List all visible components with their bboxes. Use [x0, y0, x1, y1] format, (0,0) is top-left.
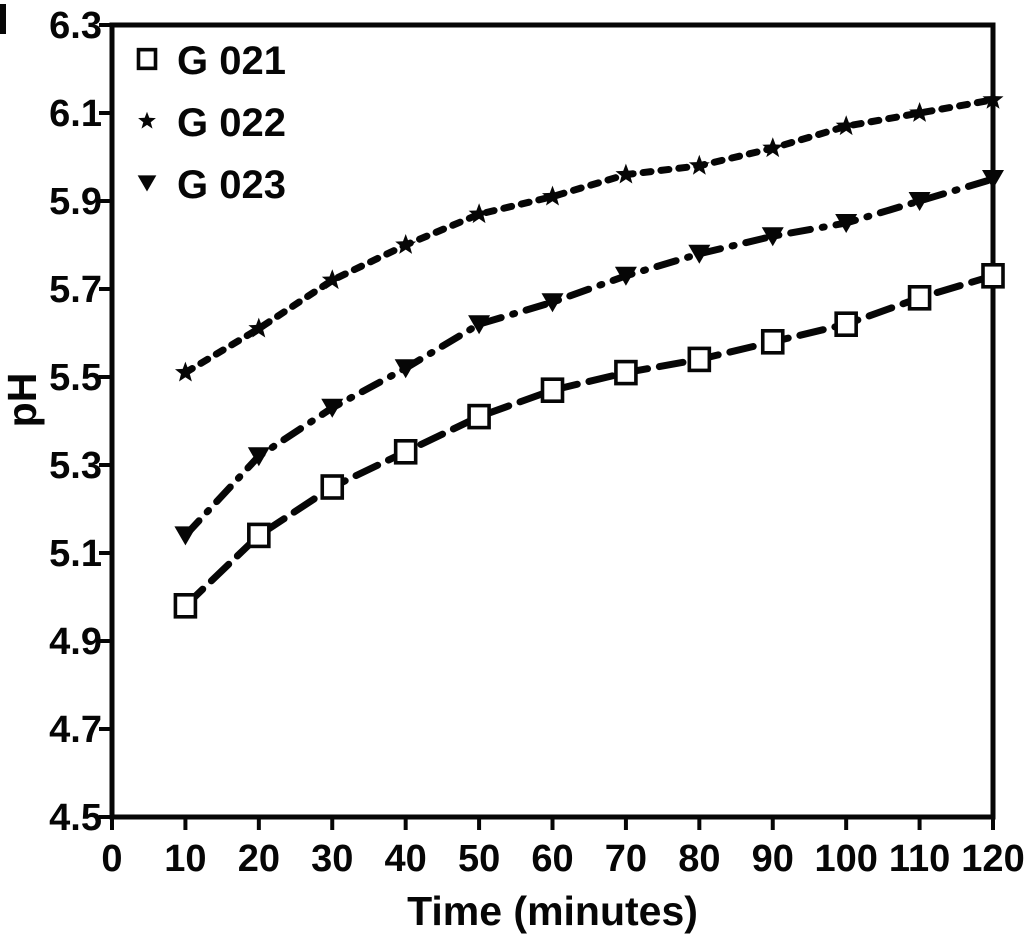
y-tick-label: 5.5 — [49, 357, 102, 399]
y-tick-label: 5.9 — [49, 181, 102, 223]
data-point-marker-open-square — [247, 522, 271, 549]
x-tick-label: 20 — [238, 838, 280, 880]
data-point-marker-open-square — [540, 377, 565, 404]
data-point-marker-star — [468, 203, 490, 224]
data-point-marker-open-square — [136, 47, 158, 71]
data-point-marker-filled-triangle-down — [137, 175, 157, 192]
y-axis: 4.5 4.7 4.9 5.1 5.3 5.5 5.7 5.9 6.1 6.3 — [49, 5, 112, 839]
data-point-marker-filled-triangle-down — [982, 170, 1004, 189]
data-point-marker-filled-triangle-down — [174, 526, 197, 546]
legend: G 021 G 022 G 023 — [136, 39, 286, 207]
legend-label-g-021: G 021 — [177, 39, 286, 83]
data-point-marker-star — [321, 269, 343, 290]
data-point-marker-star — [175, 361, 196, 382]
data-point-marker-star — [248, 317, 270, 338]
data-point-marker-open-square — [907, 284, 932, 311]
data-point-marker-filled-triangle-down — [321, 398, 344, 418]
x-tick-label: 30 — [311, 838, 353, 880]
series-line — [181, 175, 997, 539]
data-point-marker-star — [542, 185, 563, 206]
data-point-marker-filled-triangle-down — [247, 447, 270, 467]
data-point-marker-filled-triangle-down — [468, 315, 491, 335]
series-g-021 — [173, 262, 1005, 619]
data-point-marker-filled-triangle-down — [688, 244, 711, 264]
data-point-marker-star — [835, 115, 857, 136]
x-tick-label: 40 — [385, 838, 427, 880]
data-point-marker-star — [688, 154, 710, 175]
x-tick-label: 80 — [678, 838, 720, 880]
x-tick-label: 10 — [164, 838, 206, 880]
data-point-marker-open-square — [173, 592, 198, 619]
x-tick-label: 50 — [458, 838, 500, 880]
series-line — [181, 96, 997, 377]
data-point-marker-open-square — [834, 311, 858, 338]
x-axis: 0 10 20 30 40 50 60 70 80 90 100 110 120 — [101, 817, 1024, 880]
x-tick-label: 70 — [605, 838, 647, 880]
data-point-marker-open-square — [467, 403, 491, 430]
x-tick-label: 0 — [101, 838, 122, 880]
data-point-marker-open-square — [393, 438, 418, 465]
data-point-marker-star — [615, 163, 637, 184]
x-tick-label: 100 — [814, 838, 877, 880]
y-tick-label: 6.1 — [49, 93, 102, 135]
data-point-marker-filled-triangle-down — [835, 214, 858, 233]
data-point-marker-filled-triangle-down — [614, 266, 637, 286]
x-tick-label: 90 — [752, 838, 794, 880]
legend-label-g-022: G 022 — [177, 101, 286, 145]
data-point-marker-open-square — [614, 359, 638, 386]
x-tick-label: 120 — [961, 838, 1024, 880]
scan-artifact-mark — [0, 4, 6, 34]
data-point-marker-star — [138, 111, 156, 129]
y-tick-label: 4.9 — [49, 621, 102, 663]
y-tick-label: 5.3 — [49, 445, 102, 487]
y-tick-label: 5.7 — [49, 269, 102, 311]
y-tick-label: 4.7 — [49, 709, 102, 751]
data-point-marker-filled-triangle-down — [394, 359, 417, 379]
data-point-marker-open-square — [320, 474, 345, 500]
data-point-marker-filled-triangle-down — [761, 227, 784, 247]
data-point-marker-star — [909, 102, 930, 122]
data-point-marker-star — [762, 137, 784, 158]
data-point-marker-filled-triangle-down — [541, 293, 564, 313]
series-line — [181, 272, 997, 610]
series-g-022 — [175, 88, 1004, 382]
x-tick-label: 60 — [531, 838, 573, 880]
y-tick-label: 5.1 — [49, 533, 102, 575]
data-point-marker-filled-triangle-down — [908, 192, 931, 211]
data-point-marker-star — [395, 234, 417, 254]
series-g-023 — [174, 170, 1004, 546]
legend-label-g-023: G 023 — [177, 163, 286, 207]
y-tick-label: 4.5 — [49, 797, 102, 839]
y-axis-title: pH — [0, 373, 45, 428]
data-point-marker-open-square — [687, 346, 712, 373]
data-point-marker-open-square — [981, 262, 1005, 289]
data-point-marker-open-square — [760, 328, 785, 355]
y-tick-label: 6.3 — [49, 5, 102, 47]
x-tick-label: 110 — [889, 838, 950, 880]
data-point-marker-star — [982, 88, 1004, 109]
x-axis-title: Time (minutes) — [407, 888, 698, 934]
